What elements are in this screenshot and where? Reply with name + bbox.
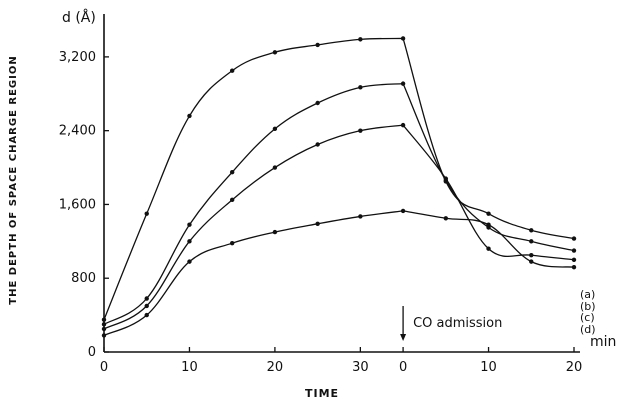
series-line-1	[103, 82, 575, 325]
labels: d (Å) min TIME THE DEPTH OF SPACE CHARGE…	[8, 9, 616, 400]
data-point	[187, 239, 192, 244]
data-point	[144, 296, 149, 301]
series-label: (a)	[580, 288, 595, 301]
data-point	[229, 197, 235, 203]
x-tick-label: 20	[566, 360, 583, 375]
data-point	[272, 229, 278, 235]
data-point	[187, 222, 192, 227]
data-point	[358, 85, 363, 90]
data-point	[358, 37, 363, 42]
data-point	[358, 214, 363, 219]
axes	[103, 14, 580, 353]
data-point	[101, 326, 107, 332]
series-line-0	[103, 37, 575, 320]
data-point	[144, 312, 149, 318]
series-label: (b)	[580, 300, 596, 313]
data-point	[315, 100, 320, 106]
data-point	[571, 248, 577, 253]
x-tick-label: 10	[480, 360, 497, 375]
data-point	[400, 122, 406, 128]
data-point	[358, 128, 363, 133]
data-point	[101, 322, 107, 327]
x-tick-label: 10	[181, 360, 198, 375]
data-point	[400, 81, 406, 86]
data-point	[529, 228, 534, 233]
x-tick-label: 0	[399, 360, 407, 375]
y-tick-label: 0	[88, 345, 96, 360]
data-point	[187, 113, 192, 119]
series-group: (a)(b)(c)(d)	[101, 36, 596, 338]
data-point	[101, 333, 107, 338]
data-point	[571, 257, 577, 262]
y-axis-title: THE DEPTH OF SPACE CHARGE REGION	[8, 55, 19, 304]
y-tick-label: 2,400	[59, 124, 96, 139]
x-tick-label: 30	[352, 360, 369, 375]
data-point	[400, 36, 406, 41]
data-point	[101, 317, 107, 322]
co-admission-arrow-head	[400, 334, 407, 341]
y-ticks: 0 800 1,600 2,400 3,200	[59, 50, 109, 360]
data-point	[229, 169, 235, 175]
data-point	[529, 252, 534, 258]
data-point	[443, 176, 449, 181]
series-label: (c)	[580, 311, 595, 324]
y-unit-label: d (Å)	[62, 9, 96, 26]
data-point	[529, 239, 534, 244]
data-point	[229, 240, 235, 246]
y-tick-label: 1,600	[59, 197, 96, 212]
data-point	[272, 126, 278, 132]
data-point	[400, 208, 406, 214]
data-point	[571, 264, 577, 270]
data-point	[144, 211, 149, 216]
data-point	[486, 246, 491, 251]
x-ticks: 0 10 20 30 0 10 20	[100, 347, 582, 375]
y-tick-label: 3,200	[59, 50, 96, 65]
data-point	[443, 216, 449, 221]
y-tick-label: 800	[71, 271, 96, 286]
x-tick-label: 20	[267, 360, 284, 375]
data-point	[272, 165, 278, 170]
series-line-2	[103, 124, 575, 330]
data-point	[187, 259, 192, 264]
data-point	[229, 68, 235, 73]
data-point	[571, 236, 577, 241]
data-point	[315, 221, 320, 227]
x-axis-title: TIME	[305, 387, 339, 400]
data-point	[272, 50, 278, 55]
co-admission-annotation: CO admission	[413, 316, 502, 331]
series-line-3	[103, 210, 575, 336]
data-point	[144, 303, 149, 309]
data-point	[315, 42, 320, 48]
data-point	[529, 259, 534, 264]
x-tick-label: 0	[100, 360, 108, 375]
series-label: (d)	[580, 323, 596, 336]
x-unit-label: min	[590, 334, 616, 350]
data-point	[486, 211, 491, 216]
data-point	[486, 222, 491, 227]
data-point	[315, 142, 320, 147]
